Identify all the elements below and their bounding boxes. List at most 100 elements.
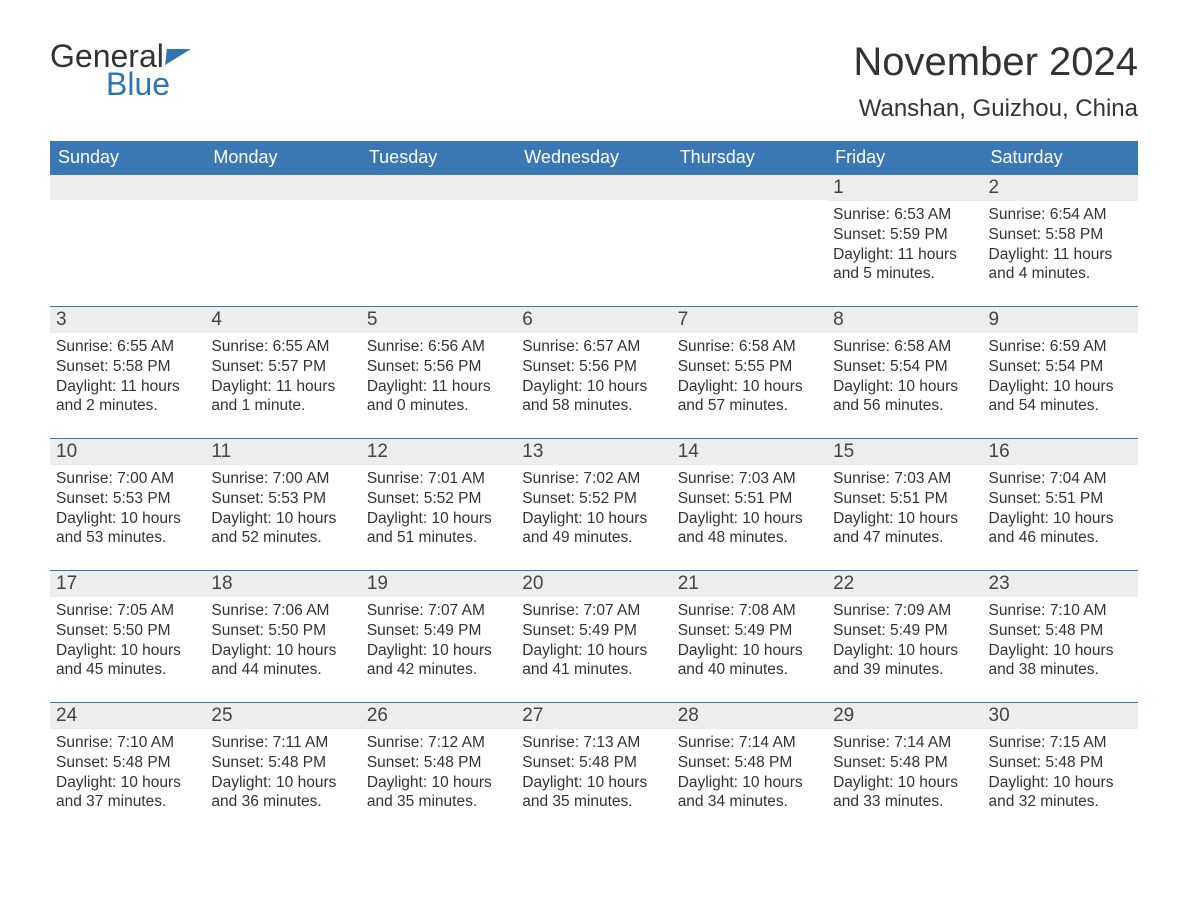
sunset-line: Sunset: 5:53 PM	[211, 489, 354, 509]
sunset-line: Sunset: 5:48 PM	[833, 753, 976, 773]
sunset-line: Sunset: 5:49 PM	[833, 621, 976, 641]
day-number: 19	[361, 570, 516, 597]
sunset-line: Sunset: 5:49 PM	[678, 621, 821, 641]
day-details: Sunrise: 7:15 AMSunset: 5:48 PMDaylight:…	[983, 729, 1138, 816]
weekday-header: Thursday	[672, 141, 827, 174]
sunset-line: Sunset: 5:48 PM	[989, 753, 1132, 773]
empty-day-header	[205, 174, 360, 200]
sunset-line: Sunset: 5:48 PM	[678, 753, 821, 773]
title-block: November 2024 Wanshan, Guizhou, China	[853, 40, 1138, 123]
day-number: 18	[205, 570, 360, 597]
sunrise-line: Sunrise: 7:10 AM	[56, 733, 199, 753]
sunrise-line: Sunrise: 7:00 AM	[211, 469, 354, 489]
sunrise-line: Sunrise: 7:15 AM	[989, 733, 1132, 753]
day-details: Sunrise: 7:00 AMSunset: 5:53 PMDaylight:…	[50, 465, 205, 552]
daylight-line: Daylight: 10 hours and 48 minutes.	[678, 509, 821, 549]
calendar-week-row: 3Sunrise: 6:55 AMSunset: 5:58 PMDaylight…	[50, 306, 1138, 438]
daylight-line: Daylight: 10 hours and 36 minutes.	[211, 773, 354, 813]
daylight-line: Daylight: 10 hours and 41 minutes.	[522, 641, 665, 681]
day-details: Sunrise: 7:03 AMSunset: 5:51 PMDaylight:…	[672, 465, 827, 552]
day-number: 5	[361, 306, 516, 333]
day-number: 25	[205, 702, 360, 729]
calendar-day-cell: 25Sunrise: 7:11 AMSunset: 5:48 PMDayligh…	[205, 702, 360, 834]
sunrise-line: Sunrise: 7:07 AM	[367, 601, 510, 621]
sunrise-line: Sunrise: 6:53 AM	[833, 205, 976, 225]
sunrise-line: Sunrise: 6:55 AM	[56, 337, 199, 357]
daylight-line: Daylight: 11 hours and 1 minute.	[211, 377, 354, 417]
daylight-line: Daylight: 11 hours and 2 minutes.	[56, 377, 199, 417]
calendar-day-cell: 16Sunrise: 7:04 AMSunset: 5:51 PMDayligh…	[983, 438, 1138, 570]
day-number: 30	[983, 702, 1138, 729]
calendar-day-cell: 5Sunrise: 6:56 AMSunset: 5:56 PMDaylight…	[361, 306, 516, 438]
day-details: Sunrise: 7:09 AMSunset: 5:49 PMDaylight:…	[827, 597, 982, 684]
daylight-line: Daylight: 10 hours and 33 minutes.	[833, 773, 976, 813]
month-title: November 2024	[853, 40, 1138, 85]
empty-day-header	[516, 174, 671, 200]
location-label: Wanshan, Guizhou, China	[853, 95, 1138, 123]
day-details: Sunrise: 6:59 AMSunset: 5:54 PMDaylight:…	[983, 333, 1138, 420]
sunset-line: Sunset: 5:57 PM	[211, 357, 354, 377]
daylight-line: Daylight: 10 hours and 35 minutes.	[522, 773, 665, 813]
sunset-line: Sunset: 5:52 PM	[522, 489, 665, 509]
sunset-line: Sunset: 5:52 PM	[367, 489, 510, 509]
day-details: Sunrise: 7:04 AMSunset: 5:51 PMDaylight:…	[983, 465, 1138, 552]
day-number: 27	[516, 702, 671, 729]
daylight-line: Daylight: 10 hours and 47 minutes.	[833, 509, 976, 549]
weekday-header-row: Sunday Monday Tuesday Wednesday Thursday…	[50, 141, 1138, 174]
calendar-day-cell: 18Sunrise: 7:06 AMSunset: 5:50 PMDayligh…	[205, 570, 360, 702]
sunset-line: Sunset: 5:55 PM	[678, 357, 821, 377]
day-details: Sunrise: 7:07 AMSunset: 5:49 PMDaylight:…	[361, 597, 516, 684]
day-number: 11	[205, 438, 360, 465]
sunrise-line: Sunrise: 7:14 AM	[833, 733, 976, 753]
calendar-day-cell: 24Sunrise: 7:10 AMSunset: 5:48 PMDayligh…	[50, 702, 205, 834]
sunrise-line: Sunrise: 7:02 AM	[522, 469, 665, 489]
calendar-day-cell: 7Sunrise: 6:58 AMSunset: 5:55 PMDaylight…	[672, 306, 827, 438]
calendar-day-cell: 14Sunrise: 7:03 AMSunset: 5:51 PMDayligh…	[672, 438, 827, 570]
day-number: 9	[983, 306, 1138, 333]
calendar-day-cell: 29Sunrise: 7:14 AMSunset: 5:48 PMDayligh…	[827, 702, 982, 834]
day-number: 17	[50, 570, 205, 597]
day-number: 28	[672, 702, 827, 729]
day-details: Sunrise: 6:58 AMSunset: 5:54 PMDaylight:…	[827, 333, 982, 420]
empty-day-header	[361, 174, 516, 200]
day-details: Sunrise: 6:55 AMSunset: 5:57 PMDaylight:…	[205, 333, 360, 420]
day-number: 3	[50, 306, 205, 333]
calendar-day-cell: 20Sunrise: 7:07 AMSunset: 5:49 PMDayligh…	[516, 570, 671, 702]
sunrise-line: Sunrise: 7:01 AM	[367, 469, 510, 489]
calendar-table: Sunday Monday Tuesday Wednesday Thursday…	[50, 141, 1138, 834]
day-number: 4	[205, 306, 360, 333]
daylight-line: Daylight: 10 hours and 44 minutes.	[211, 641, 354, 681]
calendar-day-cell	[205, 174, 360, 306]
calendar-day-cell: 21Sunrise: 7:08 AMSunset: 5:49 PMDayligh…	[672, 570, 827, 702]
day-number: 21	[672, 570, 827, 597]
calendar-day-cell	[516, 174, 671, 306]
calendar-day-cell: 1Sunrise: 6:53 AMSunset: 5:59 PMDaylight…	[827, 174, 982, 306]
sunrise-line: Sunrise: 7:14 AM	[678, 733, 821, 753]
calendar-day-cell: 4Sunrise: 6:55 AMSunset: 5:57 PMDaylight…	[205, 306, 360, 438]
weekday-header: Monday	[205, 141, 360, 174]
day-details: Sunrise: 7:03 AMSunset: 5:51 PMDaylight:…	[827, 465, 982, 552]
empty-day-header	[672, 174, 827, 200]
day-number: 12	[361, 438, 516, 465]
sunrise-line: Sunrise: 7:07 AM	[522, 601, 665, 621]
daylight-line: Daylight: 11 hours and 0 minutes.	[367, 377, 510, 417]
day-number: 15	[827, 438, 982, 465]
day-details: Sunrise: 7:08 AMSunset: 5:49 PMDaylight:…	[672, 597, 827, 684]
daylight-line: Daylight: 10 hours and 42 minutes.	[367, 641, 510, 681]
day-details: Sunrise: 7:05 AMSunset: 5:50 PMDaylight:…	[50, 597, 205, 684]
day-number: 24	[50, 702, 205, 729]
calendar-week-row: 1Sunrise: 6:53 AMSunset: 5:59 PMDaylight…	[50, 174, 1138, 306]
calendar-day-cell: 2Sunrise: 6:54 AMSunset: 5:58 PMDaylight…	[983, 174, 1138, 306]
sunset-line: Sunset: 5:48 PM	[56, 753, 199, 773]
sunrise-line: Sunrise: 6:59 AM	[989, 337, 1132, 357]
calendar-day-cell	[50, 174, 205, 306]
sunset-line: Sunset: 5:48 PM	[367, 753, 510, 773]
weekday-header: Friday	[827, 141, 982, 174]
day-details: Sunrise: 7:02 AMSunset: 5:52 PMDaylight:…	[516, 465, 671, 552]
brand-word2: Blue	[106, 68, 190, 100]
daylight-line: Daylight: 10 hours and 58 minutes.	[522, 377, 665, 417]
sunrise-line: Sunrise: 6:56 AM	[367, 337, 510, 357]
sunrise-line: Sunrise: 6:58 AM	[833, 337, 976, 357]
day-details: Sunrise: 6:53 AMSunset: 5:59 PMDaylight:…	[827, 201, 982, 288]
calendar-day-cell: 19Sunrise: 7:07 AMSunset: 5:49 PMDayligh…	[361, 570, 516, 702]
